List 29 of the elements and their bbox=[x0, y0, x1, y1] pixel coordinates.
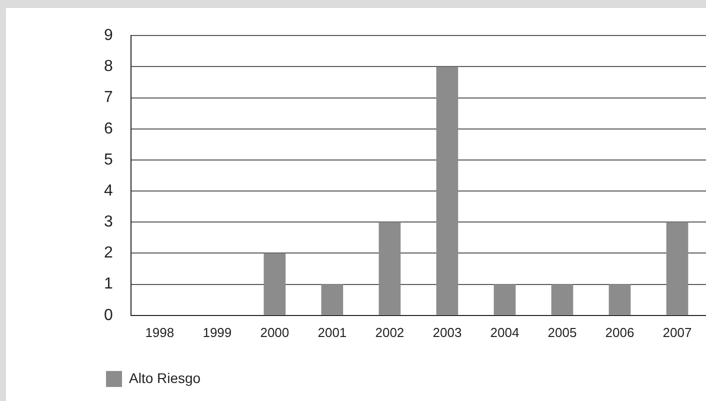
bar bbox=[378, 222, 401, 315]
bar bbox=[264, 253, 286, 315]
y-tick-label: 3 bbox=[104, 214, 113, 231]
y-tick-label: 4 bbox=[104, 182, 113, 200]
y-tick-label: 5 bbox=[104, 151, 113, 168]
bar bbox=[666, 222, 688, 315]
bar bbox=[494, 284, 516, 315]
legend-label: Alto Riesgo bbox=[129, 370, 201, 386]
bar bbox=[551, 284, 574, 315]
x-tick-label: 2002 bbox=[375, 324, 404, 340]
y-tick-label: 6 bbox=[104, 120, 113, 138]
x-tick-label: 2003 bbox=[432, 324, 462, 340]
x-tick-label: 2001 bbox=[318, 324, 347, 340]
y-tick-label: 1 bbox=[104, 276, 113, 293]
x-tick-label: 2000 bbox=[260, 324, 290, 340]
x-tick-label: 2004 bbox=[490, 324, 520, 340]
x-tick-label: 2007 bbox=[662, 324, 692, 340]
bar bbox=[321, 284, 344, 315]
x-tick-label: 2005 bbox=[548, 324, 577, 340]
y-tick-label: 9 bbox=[104, 27, 113, 44]
y-tick-label: 2 bbox=[104, 244, 113, 262]
bar bbox=[608, 284, 631, 315]
x-tick-label: 2006 bbox=[605, 324, 634, 340]
y-tick-label: 8 bbox=[104, 58, 113, 76]
x-tick-label: 1998 bbox=[145, 324, 174, 340]
y-tick-label: 7 bbox=[104, 89, 113, 106]
y-tick-label: 0 bbox=[104, 306, 113, 324]
bar bbox=[436, 66, 458, 315]
x-tick-label: 1999 bbox=[202, 324, 232, 340]
